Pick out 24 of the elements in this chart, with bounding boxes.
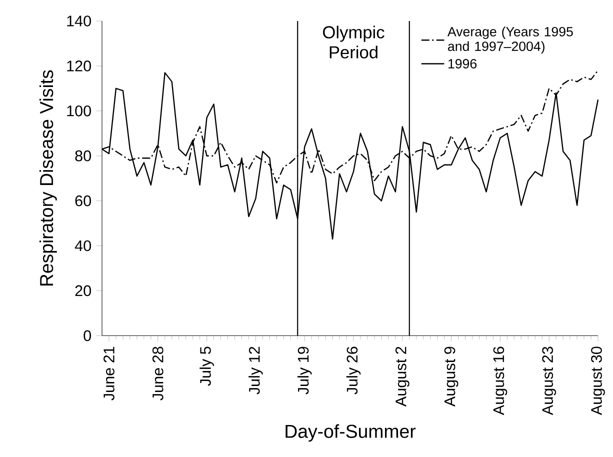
x-tick-label: August 23: [542, 346, 556, 416]
x-tick-label: July 19: [297, 346, 312, 394]
y-tick-label: 80: [75, 150, 91, 162]
x-tick-label: July 26: [346, 346, 361, 394]
legend-label: Average (Years 1995 and 1997–2004): [447, 26, 573, 54]
y-tick-label: 40: [74, 240, 91, 252]
y-tick-label: 0: [84, 330, 91, 342]
y-tick-label: 140: [67, 16, 91, 26]
x-tick-label: August 30: [591, 346, 605, 416]
y-tick-label: 100: [67, 105, 91, 116]
annotation: Olympic Period: [323, 26, 384, 58]
x-tick-label: July 5: [200, 346, 214, 386]
y-tick-label: 60: [75, 195, 91, 206]
x-tick-label: July 12: [248, 346, 263, 394]
legend-label: 1996: [448, 59, 477, 68]
x-tick-label: August 16: [493, 346, 508, 416]
x-tick-label: August 2: [395, 346, 410, 407]
x-tick-label: June 21: [104, 346, 114, 400]
x-tick-label: August 9: [444, 346, 458, 407]
x-tick-label: June 28: [152, 346, 164, 400]
x-axis-title: Day-of-Summer: [286, 424, 416, 442]
y-tick-label: 120: [67, 60, 91, 72]
y-axis-title: Respiratory Disease Visits: [39, 70, 57, 286]
y-tick-label: 20: [75, 285, 91, 296]
